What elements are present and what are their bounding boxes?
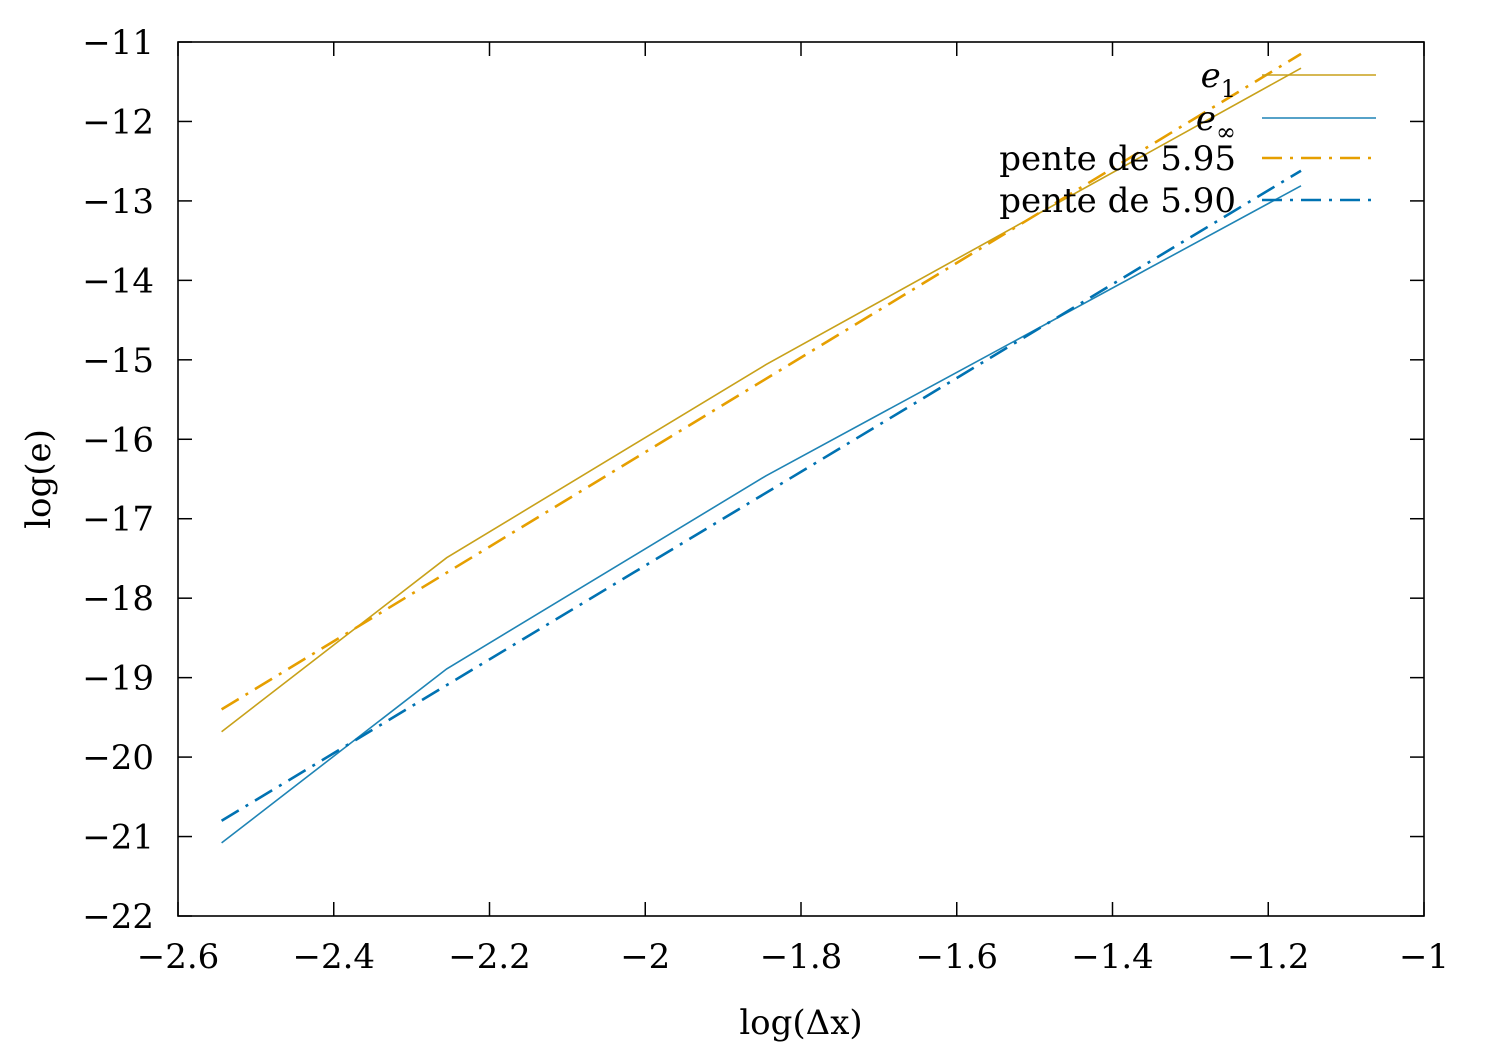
y-tick-label: −14 bbox=[82, 261, 154, 301]
y-tick-label: −16 bbox=[82, 420, 154, 460]
x-tick-label: −1.4 bbox=[1071, 937, 1154, 977]
y-tick-label: −15 bbox=[82, 341, 154, 381]
x-tick-label: −1.8 bbox=[760, 937, 843, 977]
y-tick-labels: −22 −21 −20 −19 −18 −17 −16 −15 −14 −13 −12 −11 bbox=[82, 23, 154, 937]
y-tick-label: −17 bbox=[82, 500, 154, 540]
y-axis-label: log(e) bbox=[19, 429, 59, 529]
x-tick-label: −2.2 bbox=[448, 937, 531, 977]
series-layer bbox=[220, 52, 1302, 844]
series-line-3 bbox=[220, 52, 1302, 711]
y-tick-label: −20 bbox=[82, 738, 154, 778]
x-tick-label: −1.2 bbox=[1227, 937, 1310, 977]
y-tick-label: −18 bbox=[82, 579, 154, 619]
plot-frame bbox=[177, 41, 1425, 917]
y-tick-label: −12 bbox=[82, 102, 154, 142]
series-line-2 bbox=[221, 185, 1302, 844]
y-tick-label: −13 bbox=[82, 182, 154, 222]
y-tick-label: −19 bbox=[82, 659, 154, 699]
legend-label-slope-595: pente de 5.95 bbox=[999, 139, 1236, 179]
x-tick-label: −2.6 bbox=[137, 937, 220, 977]
x-tick-label: −1.6 bbox=[915, 937, 998, 977]
tick-layer bbox=[177, 41, 1425, 917]
legend-label-slope-590: pente de 5.90 bbox=[999, 181, 1236, 221]
x-tick-labels: −2.6 −2.4 −2.2 −2 −1.8 −1.6 −1.4 −1.2 −1 bbox=[137, 937, 1449, 977]
x-tick-label: −2.4 bbox=[292, 937, 375, 977]
legend-label-e1: e1 bbox=[1201, 56, 1236, 103]
series-line-4 bbox=[220, 169, 1302, 822]
y-tick-label: −21 bbox=[82, 818, 154, 858]
y-tick-label: −11 bbox=[82, 23, 154, 63]
x-tick-label: −2 bbox=[620, 937, 670, 977]
y-tick-label: −22 bbox=[82, 897, 154, 937]
legend-label-einf: e∞ bbox=[1196, 99, 1236, 146]
x-axis-label: log(Δx) bbox=[739, 1003, 862, 1043]
x-tick-label: −1 bbox=[1399, 937, 1449, 977]
